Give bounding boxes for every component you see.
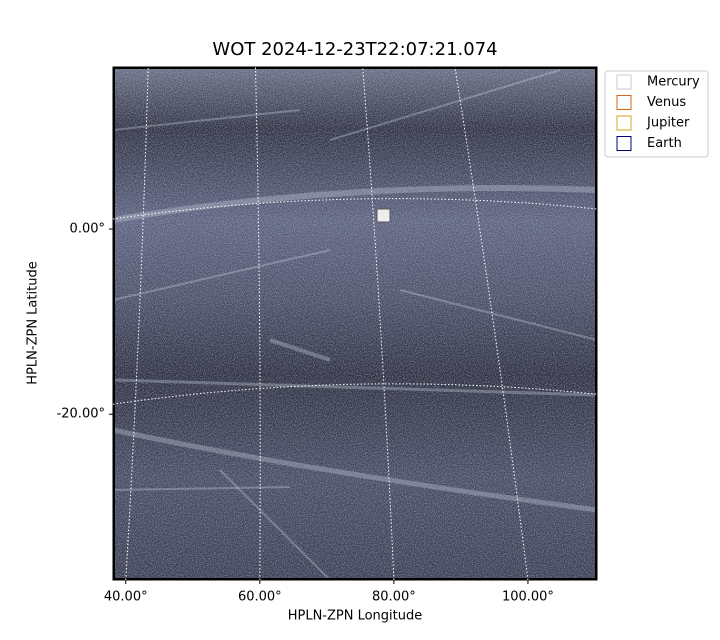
legend-label: Mercury — [647, 75, 700, 90]
legend-label: Venus — [647, 95, 686, 110]
legend-marker — [616, 136, 632, 151]
x-tick-label: 60.00° — [238, 590, 282, 605]
x-tick-label: 80.00° — [372, 590, 416, 605]
y-tick-label: -20.00° — [57, 407, 105, 422]
x-tick-label: 100.00° — [502, 590, 554, 605]
y-axis-label: HPLN-ZPN Latitude — [26, 261, 41, 384]
legend-marker — [616, 95, 632, 110]
x-axis-label: HPLN-ZPN Longitude — [288, 609, 423, 624]
legend — [604, 70, 709, 158]
grid-line — [254, 66, 261, 581]
grid-line — [125, 66, 149, 581]
grid-line — [362, 66, 395, 581]
grid-line — [112, 198, 598, 220]
legend-marker — [616, 74, 632, 90]
chart-title: WOT 2024-12-23T22:07:21.074 — [212, 39, 497, 60]
axes-frame — [112, 66, 598, 581]
legend-label: Jupiter — [646, 116, 690, 131]
x-tick-label: 40.00° — [104, 590, 148, 605]
y-tick-label: 0.00° — [70, 222, 105, 237]
legend-marker — [616, 115, 632, 131]
grid-line — [454, 66, 529, 581]
grid-line — [112, 383, 598, 405]
legend-label: Earth — [647, 136, 682, 151]
image — [113, 67, 597, 580]
